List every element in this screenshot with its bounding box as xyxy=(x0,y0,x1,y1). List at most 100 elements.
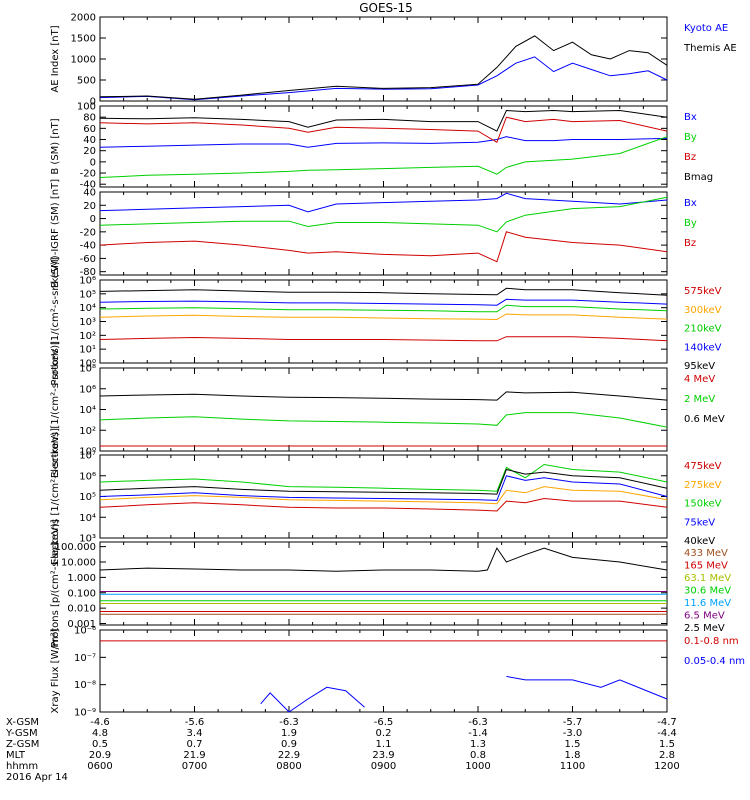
ephemeris-value: 0.8 xyxy=(470,750,486,761)
ephemeris-value: 1.9 xyxy=(281,728,297,739)
y-tick-label: 0 xyxy=(90,97,96,108)
y-tick-label: 10⁶ xyxy=(79,276,96,287)
ephemeris-value: 22.9 xyxy=(277,750,301,761)
y-tick-label: 100 xyxy=(77,102,96,113)
panel-3: 40 20 0 -20 -40 -60 -80 B (SM)-IGRF (SM) [nT] Bx… xyxy=(50,179,697,288)
legend-entry: 275keV xyxy=(684,480,722,491)
y-tick-label: 40 xyxy=(83,135,96,146)
series-bx xyxy=(99,136,668,148)
y-tick-label: 10⁴ xyxy=(79,303,96,314)
y-tick-label: 10⁻⁸ xyxy=(74,680,96,691)
ephemeris-value: 1.8 xyxy=(564,750,581,761)
legend-entry: 11.6 MeV xyxy=(684,598,731,609)
y-tick-label: 10⁴ xyxy=(79,513,96,524)
series-210kev xyxy=(99,304,668,313)
y-tick-label: -20 xyxy=(80,227,96,238)
y-axis-label: Protons [1/(cm²-s-sr-keV)] xyxy=(50,257,61,385)
y-tick-label: 10⁵ xyxy=(79,492,96,503)
ephemeris-value: 0.7 xyxy=(186,739,203,750)
ephemeris-row-label: MLT xyxy=(6,750,25,761)
legend-entry: 165 MeV xyxy=(684,561,728,572)
panel-1: 2000 1500 1000 500 0 AE Index [nT] Kyoto AE The… xyxy=(50,13,737,108)
series-by xyxy=(99,196,668,233)
legend-entry: 300keV xyxy=(684,305,722,316)
y-tick-label: 10³ xyxy=(79,317,96,328)
y-tick-label: -40 xyxy=(80,241,96,252)
series-150kev xyxy=(99,463,668,492)
y-tick-label: 80 xyxy=(83,113,96,124)
series-475kev xyxy=(99,497,668,512)
y-tick-label: 0 xyxy=(90,214,96,225)
ephemeris-value: -5.6 xyxy=(184,717,205,728)
legend-entry: 140keV xyxy=(684,342,722,353)
y-tick-label: 2000 xyxy=(71,13,96,24)
y-tick-label: -40 xyxy=(80,180,96,191)
y-tick-label: 10² xyxy=(79,331,96,342)
series-75kev xyxy=(99,475,668,501)
y-tick-label: 500 xyxy=(77,76,96,87)
ephemeris-value: 3.4 xyxy=(186,728,203,739)
panel-6: 10⁷ 10⁶ 10⁵ 10⁴ 10³ Electrons [1/(cm²-s-sr-ke… xyxy=(50,428,722,565)
y-axis-label: Xray Flux [W/m²] xyxy=(50,628,61,713)
series-0-6-mev xyxy=(99,391,668,401)
panel-8: 10⁻⁶ 10⁻⁷ 10⁻⁸ 10⁻⁹ Xray Flux [W/m²] 0.1-0.8 … xyxy=(50,626,745,719)
ephemeris-value: 21.9 xyxy=(183,750,206,761)
y-tick-label: 10.000 xyxy=(61,558,96,569)
legend-entry: 0.05-0.4 nm xyxy=(684,656,745,667)
y-axis-label: B (SM)-IGRF (SM) [nT] xyxy=(50,179,61,288)
y-tick-label: 40 xyxy=(83,188,96,199)
y-axis-label: Electrons [1/(cm²-s-sr-keV)] xyxy=(50,428,61,565)
panel-frame xyxy=(99,454,668,539)
y-tick-label: 0 xyxy=(90,157,96,168)
ephemeris-value: -6.3 xyxy=(279,717,299,728)
ephemeris-value: 1100 xyxy=(559,761,586,772)
legend-entry: 63.1 MeV xyxy=(684,573,731,584)
ephemeris-value: 0600 xyxy=(87,761,113,772)
legend-entry: 150keV xyxy=(684,499,722,510)
y-tick-label: 60 xyxy=(83,124,96,135)
y-tick-label: 10⁻⁷ xyxy=(74,653,96,664)
series-themis-ae xyxy=(99,35,668,100)
ephemeris-value: -1.4 xyxy=(468,728,488,739)
y-tick-label: 10⁵ xyxy=(79,289,96,300)
series-0-05-0-4-nm xyxy=(260,675,668,713)
y-tick-label: 0.100 xyxy=(67,588,96,599)
ephemeris-value: 0800 xyxy=(276,761,302,772)
ephemeris-value: 1.1 xyxy=(375,739,392,750)
ephemeris-value: 1.5 xyxy=(659,739,675,750)
legend-entry: 2.5 MeV xyxy=(684,623,725,634)
plot-title: GOES-15 xyxy=(359,1,413,15)
ephemeris-value: 0700 xyxy=(181,761,208,772)
panel-frame xyxy=(99,191,668,276)
legend-entry: 0.6 MeV xyxy=(684,414,725,425)
legend-entry: Kyoto AE xyxy=(684,23,728,34)
panel-frame xyxy=(99,367,668,452)
y-tick-label: 1500 xyxy=(71,34,96,45)
series-40kev xyxy=(99,468,668,495)
y-tick-label: 1.000 xyxy=(67,573,96,584)
series-bx xyxy=(99,192,668,213)
series-by xyxy=(99,136,668,178)
legend-entry: By xyxy=(684,218,697,229)
legend-entry: 2 MeV xyxy=(684,394,715,405)
y-tick-label: 10³ xyxy=(79,534,96,545)
y-tick-label: 10⁰ xyxy=(79,447,96,458)
y-tick-label: 10² xyxy=(79,426,96,437)
series-575kev xyxy=(99,336,668,342)
y-tick-label: 10⁸ xyxy=(79,364,96,375)
y-tick-label: -20 xyxy=(80,169,96,180)
legend-entry: 4 MeV xyxy=(684,374,715,385)
date-label: 2016 Apr 14 xyxy=(6,772,68,783)
ephemeris-row-label: Z-GSM xyxy=(6,739,40,750)
legend-entry: 433 MeV xyxy=(684,548,728,559)
ephemeris-value: 1.5 xyxy=(564,739,581,750)
series-bz xyxy=(99,231,668,263)
y-tick-label: 10¹ xyxy=(79,345,96,356)
y-axis-label: Electrons [1/(cm²-s-sr-keV)] xyxy=(50,341,61,478)
legend-entry: Bmag xyxy=(684,172,713,183)
legend-entry: 40keV xyxy=(684,536,715,547)
legend-entry: 475keV xyxy=(684,461,722,472)
legend-entry: 30.6 MeV xyxy=(684,586,731,597)
